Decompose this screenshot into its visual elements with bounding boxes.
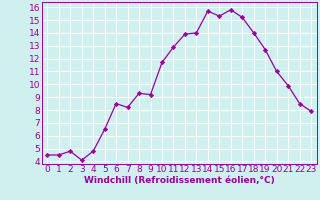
X-axis label: Windchill (Refroidissement éolien,°C): Windchill (Refroidissement éolien,°C) — [84, 176, 275, 185]
